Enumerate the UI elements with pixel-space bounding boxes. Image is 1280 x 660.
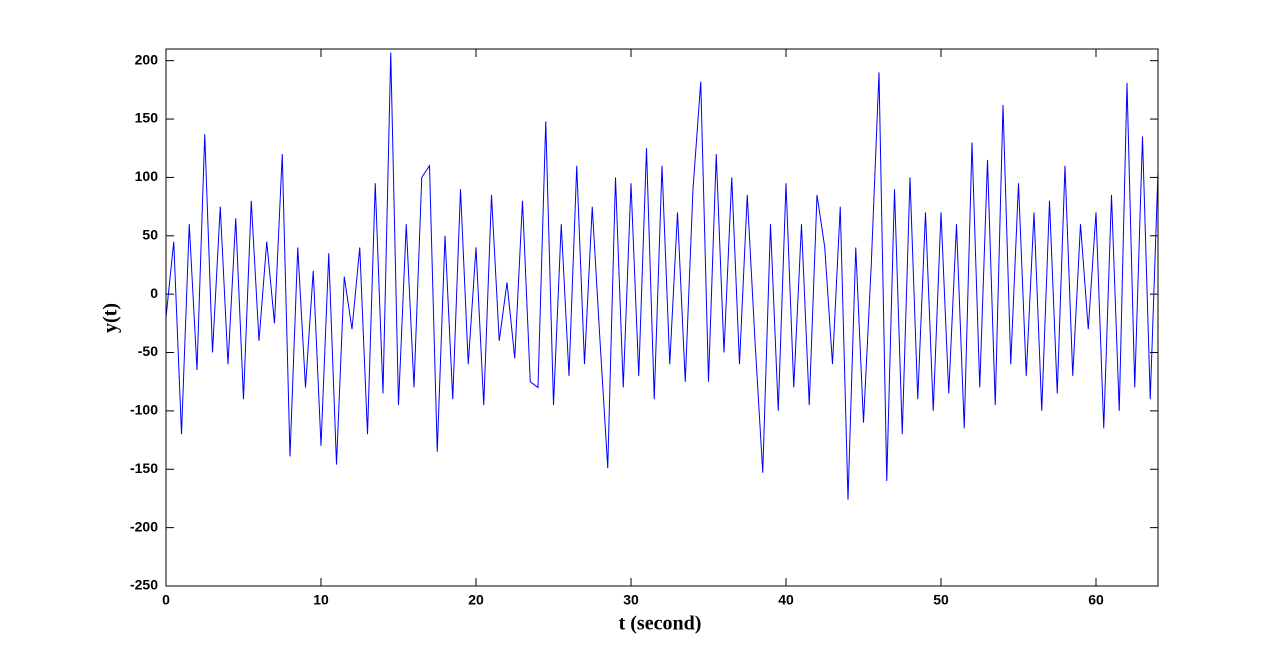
x-tick-label: 20 bbox=[468, 592, 484, 608]
y-tick-label: 100 bbox=[135, 168, 159, 184]
plot-frame bbox=[165, 48, 1159, 587]
x-tick-label: 0 bbox=[162, 592, 170, 608]
x-tick-label: 60 bbox=[1088, 592, 1104, 608]
y-tick-label: 150 bbox=[135, 110, 159, 126]
x-tick-label: 50 bbox=[933, 592, 949, 608]
y-tick-label: -250 bbox=[130, 577, 158, 593]
y-tick-label: -150 bbox=[130, 460, 158, 476]
y-tick-label: 200 bbox=[135, 51, 159, 67]
y-tick-label: -200 bbox=[130, 518, 158, 534]
y-axis-label: y(t) bbox=[100, 303, 122, 333]
x-axis-label: t (second) bbox=[619, 613, 702, 635]
x-tick-label: 40 bbox=[778, 592, 794, 608]
y-tick-label: 0 bbox=[150, 285, 158, 301]
y-tick-label: 50 bbox=[142, 226, 158, 242]
y-tick-label: -100 bbox=[130, 402, 158, 418]
x-tick-label: 10 bbox=[313, 592, 329, 608]
y-tick-label: -50 bbox=[138, 343, 158, 359]
signal-line bbox=[165, 52, 1159, 500]
x-tick-label: 30 bbox=[623, 592, 639, 608]
